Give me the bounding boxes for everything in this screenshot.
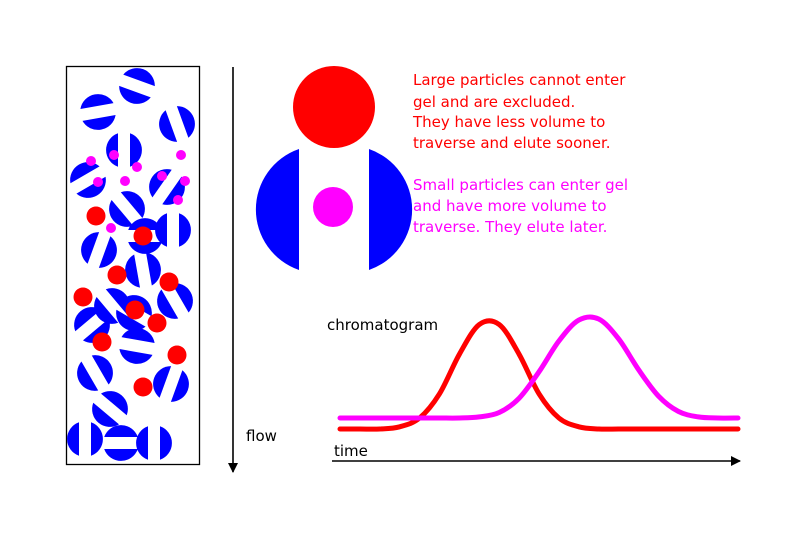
small-particle-icon: [157, 171, 167, 181]
small-particle-peak-line: [337, 314, 741, 421]
gel-column: [64, 63, 201, 466]
time-axis-label: time: [334, 442, 368, 460]
large-particle-icon: [125, 300, 145, 320]
chromatogram: chromatogram time: [327, 314, 741, 466]
large-particle-icon: [133, 226, 153, 246]
small-particle-icon: [180, 176, 190, 186]
small-particle-icon: [109, 150, 119, 160]
large-particles: [73, 206, 187, 397]
small-particle-icon: [176, 150, 186, 160]
small-particle-icon: [86, 156, 96, 166]
legend-illustration: [255, 66, 413, 270]
large-particle-icon: [133, 377, 153, 397]
small-particle-description: Small particles can enter gel and have m…: [413, 176, 633, 236]
small-particle-icon: [120, 176, 130, 186]
large-particle-icon: [73, 287, 93, 307]
large-particle-icon: [167, 345, 187, 365]
large-particle-icon: [86, 206, 106, 226]
large-particle-icon: [293, 66, 375, 148]
large-particle-description: Large particles cannot enter gel and are…: [412, 71, 630, 152]
small-particle-icon: [173, 195, 183, 205]
small-particle-icon: [132, 162, 142, 172]
chromatogram-title: chromatogram: [327, 316, 438, 334]
flow-label: flow: [246, 427, 277, 445]
large-particle-icon: [107, 265, 127, 285]
large-particle-icon: [92, 332, 112, 352]
large-particle-icon: [159, 272, 179, 292]
small-particle-icon: [106, 223, 116, 233]
small-particle-icon: [93, 177, 103, 187]
small-particle-icon: [313, 187, 353, 227]
large-particle-peak-line: [337, 318, 741, 432]
gel-bead-right-half: [369, 149, 413, 270]
gel-bead-left-half: [255, 149, 299, 270]
large-particle-icon: [147, 313, 167, 333]
small-particles: [86, 150, 190, 233]
